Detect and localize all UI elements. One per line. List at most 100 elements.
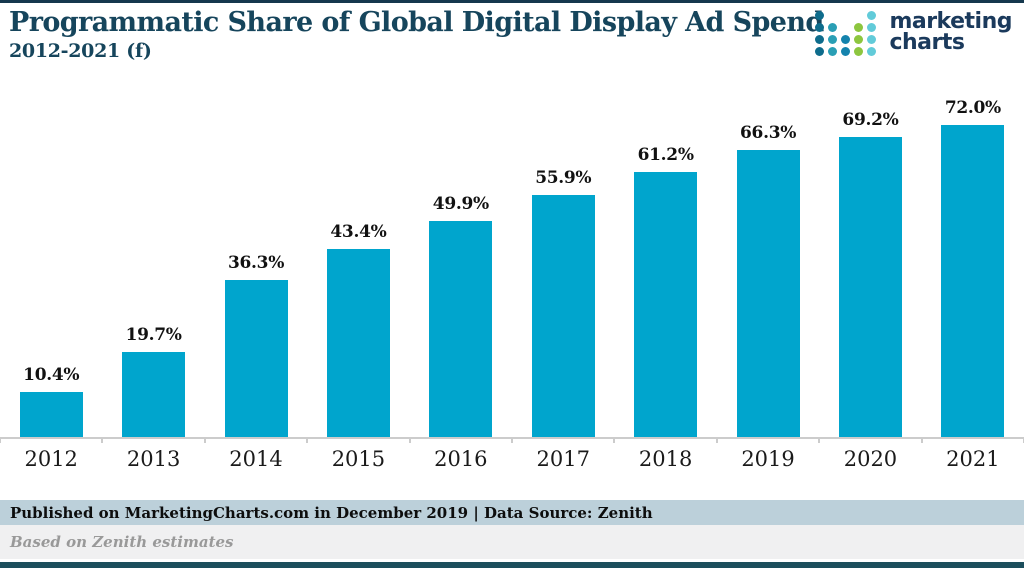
bar-value-label: 72.0% — [944, 98, 1001, 118]
bar-group-2012: 10.4% — [0, 125, 102, 437]
bar-group-2019: 66.3% — [717, 123, 819, 437]
logo-dot-cell — [839, 21, 852, 33]
logo-dot-icon — [867, 10, 877, 20]
x-axis-label-2016: 2016 — [434, 447, 488, 471]
logo-dot-cell — [826, 21, 839, 33]
axis-tick — [818, 439, 821, 443]
axis-tick — [101, 439, 104, 443]
logo-dot-cell — [839, 45, 852, 57]
publication-bar: Published on MarketingCharts.com in Dece… — [0, 500, 1024, 525]
marketingcharts-logo: marketing charts — [813, 9, 1012, 57]
note-text: Based on Zenith estimates — [10, 533, 234, 551]
axis-tick — [511, 439, 513, 443]
axis-tick — [203, 439, 206, 443]
logo-dot-cell — [865, 33, 878, 45]
axis-tick — [715, 439, 718, 443]
bar-value-label: 66.3% — [740, 122, 797, 143]
bar-value-label: 55.9% — [535, 167, 592, 188]
bar-2019: 66.3% — [736, 123, 800, 437]
bar-group-2014: 36.3% — [205, 125, 307, 437]
logo-dot-cell — [839, 33, 852, 45]
axis-tick — [408, 439, 411, 443]
logo-dot-icon — [854, 22, 864, 32]
logo-dot-cell — [813, 21, 826, 33]
x-axis-label-2015: 2015 — [331, 447, 386, 471]
logo-text-line: charts — [889, 30, 965, 55]
logo-dot-icon — [828, 34, 838, 44]
bar-value-label: 61.2% — [637, 144, 694, 165]
bar-group-2017: 55.9% — [512, 125, 614, 437]
bar-2017: 55.9% — [531, 168, 595, 437]
logo-dot-icon — [854, 46, 864, 56]
bar-2015: 43.4% — [326, 222, 390, 437]
bar-2020: 69.2% — [838, 110, 902, 437]
bar-group-2018: 61.2% — [614, 125, 716, 437]
bar-2016: 49.9% — [429, 194, 493, 437]
page-subtitle: 2012-2021 (f) — [9, 39, 152, 62]
logo-dot-icon — [867, 22, 877, 32]
axis-tick — [306, 439, 309, 443]
note-bar: Based on Zenith estimates — [0, 525, 1024, 559]
bar-value-label: 69.2% — [842, 110, 899, 131]
page-title: Programmatic Share of Global Digital Dis… — [9, 7, 824, 38]
bar-value-label: 19.7% — [125, 324, 182, 345]
x-axis-label-2019: 2019 — [741, 447, 795, 471]
logo-dot-icon — [854, 34, 864, 44]
bar-2021: 72.0% — [941, 98, 1005, 437]
x-axis-label-2014: 2014 — [229, 447, 283, 471]
logo-dot-icon — [867, 34, 877, 44]
logo-dot-cell — [839, 9, 852, 21]
logo-dot-cell — [865, 45, 878, 57]
logo-dot-cell — [826, 33, 839, 45]
logo-dot-icon — [815, 22, 825, 32]
bar-group-2015: 43.4% — [307, 125, 409, 437]
bar-value-label: 43.4% — [330, 221, 387, 242]
x-axis-label-2017: 2017 — [536, 447, 590, 471]
bar-group-2021: 72.0% — [922, 98, 1024, 437]
logo-dot-cell — [852, 33, 865, 45]
logo-dot-icon — [841, 46, 851, 56]
x-axis-label-2018: 2018 — [638, 447, 693, 471]
logo-dot-icon — [815, 34, 825, 44]
bar-2014: 36.3% — [224, 253, 288, 437]
logo-dot-icon — [828, 22, 838, 32]
axis-tick — [0, 439, 1, 443]
logo-dot-cell — [852, 45, 865, 57]
axis-tick — [613, 439, 616, 443]
logo-dot-cell — [865, 9, 878, 21]
logo-dot-cell — [852, 21, 865, 33]
bottom-border — [0, 562, 1024, 568]
x-axis-label-2021: 2021 — [946, 447, 1000, 471]
bar-2018: 61.2% — [634, 145, 698, 437]
logo-dot-icon — [867, 46, 877, 56]
logo-dots-icon — [813, 9, 878, 57]
logo-dot-cell — [813, 33, 826, 45]
logo-wordmark: marketing charts — [889, 9, 1012, 55]
x-axis-labels: 2012 2013 2014 2015 2016 2017 2018 2019 2020 2021 — [0, 447, 1024, 471]
logo-dot-icon — [841, 34, 851, 44]
x-axis-line — [0, 437, 1024, 439]
logo-dot-icon — [815, 10, 825, 20]
publication-text: Published on MarketingCharts.com in Dece… — [10, 503, 653, 522]
logo-text-line: marketing — [889, 9, 1012, 35]
x-axis-label-2013: 2013 — [126, 447, 181, 471]
axis-tick — [920, 439, 923, 443]
x-axis-label-2012: 2012 — [24, 447, 78, 471]
bar-group-2020: 69.2% — [819, 110, 921, 437]
chart-header: Programmatic Share of Global Digital Dis… — [9, 8, 829, 62]
logo-dot-cell — [813, 9, 826, 21]
logo-dot-cell — [813, 45, 826, 57]
logo-dot-icon — [828, 46, 838, 56]
bar-value-label: 49.9% — [432, 193, 489, 214]
bar-group-2016: 49.9% — [410, 125, 512, 437]
x-axis-label-2020: 2020 — [843, 447, 898, 471]
bar-chart-plot: 10.4% 19.7% 36.3% 43.4% 49.9% 55.9% 61.2% 66.3%… — [0, 98, 1024, 437]
logo-dot-cell — [826, 9, 839, 21]
bar-2012: 10.4% — [19, 365, 83, 437]
logo-dot-cell — [865, 21, 878, 33]
logo-dot-cell — [852, 9, 865, 21]
logo-dot-cell — [826, 45, 839, 57]
top-border — [0, 0, 1024, 3]
bar-value-label: 36.3% — [227, 252, 285, 273]
